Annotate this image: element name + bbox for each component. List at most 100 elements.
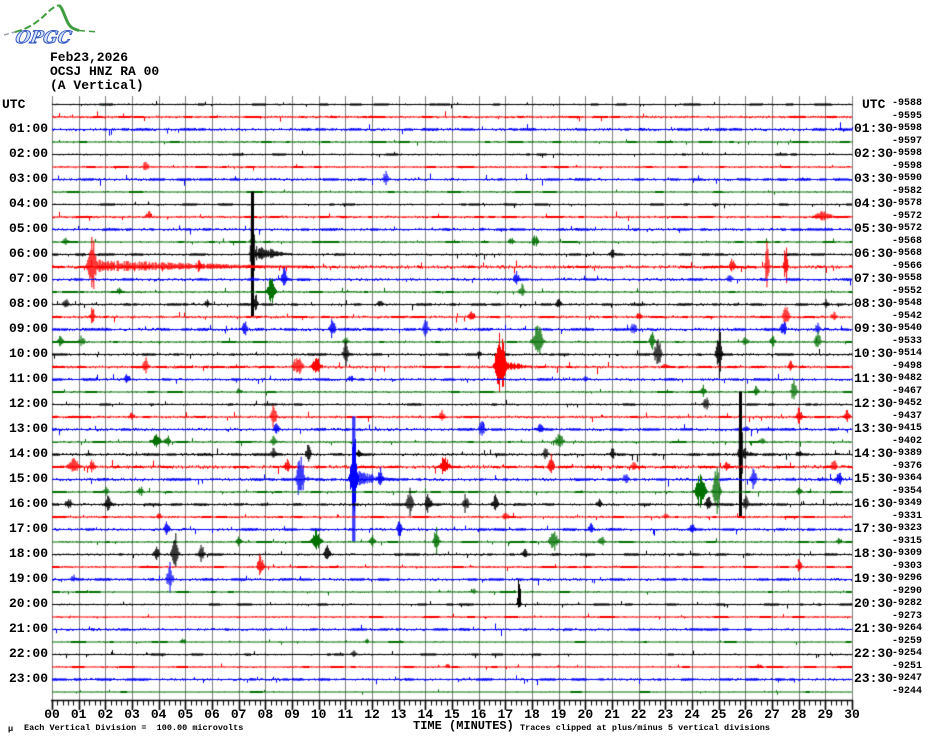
minute-label: 00 [44, 707, 60, 722]
left-hour-label: 23:00 [8, 671, 48, 686]
left-hour-label: 15:00 [8, 471, 48, 486]
left-hour-label: 12:00 [8, 396, 48, 411]
right-offset-number: -9467 [892, 385, 923, 397]
right-hour-label: 18:30 [854, 546, 894, 561]
right-offset-number: -9572 [892, 223, 923, 234]
right-hour-label: 12:30 [854, 396, 894, 411]
right-offset-number: -9548 [892, 298, 923, 309]
minute-label: 17 [497, 707, 514, 722]
left-hour-label: 11:00 [8, 371, 48, 386]
left-hour-label: 13:00 [8, 421, 48, 436]
left-hour-label: 01:00 [8, 121, 48, 136]
left-axis-title: UTC [2, 97, 26, 112]
right-offset-number: -9582 [892, 185, 923, 197]
minute-label: 09 [284, 707, 300, 722]
right-hour-label: 23:30 [854, 671, 894, 686]
left-hour-label: 10:00 [8, 346, 48, 361]
right-axis-title: UTC [862, 97, 886, 112]
right-offset-number: -9437 [892, 410, 923, 422]
right-offset-number: -9331 [892, 510, 923, 522]
left-hour-label: 18:00 [8, 546, 48, 561]
minute-label: 18 [524, 707, 540, 722]
left-hour-label: 08:00 [8, 296, 48, 311]
right-hour-label: 19:30 [854, 571, 894, 586]
time-axis-title: TIME (MINUTES) [413, 719, 514, 733]
right-hour-label: 13:30 [854, 421, 894, 436]
minute-label: 26 [737, 707, 754, 722]
right-offset-number: -9595 [892, 110, 923, 122]
left-hour-label: 17:00 [8, 521, 48, 536]
left-hour-label: 04:00 [8, 196, 48, 211]
right-hour-label: 20:30 [854, 596, 894, 611]
right-hour-label: 06:30 [854, 246, 894, 261]
right-offset-number: -9533 [892, 335, 923, 347]
minute-label: 25 [710, 707, 727, 722]
minute-label: 19 [550, 707, 567, 722]
right-offset-number: -9247 [892, 673, 923, 684]
right-offset-number: -9568 [892, 248, 923, 259]
left-hour-label: 20:00 [8, 596, 48, 611]
right-offset-number: -9259 [892, 635, 923, 647]
right-offset-number: -9282 [892, 598, 923, 609]
right-offset-number: -9315 [892, 535, 923, 547]
right-hour-label: 17:30 [854, 521, 894, 536]
clip-note: Traces clipped at plus/minus 5 vertical … [520, 723, 770, 733]
minute-label: 03 [124, 707, 140, 722]
minute-label: 27 [764, 707, 780, 722]
minute-label: 16 [470, 707, 487, 722]
right-hour-label: 04:30 [854, 196, 894, 211]
right-offset-number: -9251 [892, 660, 923, 672]
left-hour-label: 16:00 [8, 496, 48, 511]
right-offset-number: -9482 [892, 373, 923, 384]
left-hour-label: 07:00 [8, 271, 48, 286]
right-offset-number: -9568 [892, 235, 923, 247]
right-offset-number: -9364 [892, 473, 923, 484]
right-offset-number: -9598 [892, 160, 923, 172]
minute-label: 23 [657, 707, 674, 722]
right-offset-number: -9452 [892, 398, 923, 409]
minute-label: 01 [70, 707, 87, 722]
right-hour-label: 07:30 [854, 271, 894, 286]
left-hour-label: 14:00 [8, 446, 48, 461]
right-offset-number: -9590 [892, 173, 923, 184]
right-hour-label: 15:30 [854, 471, 894, 486]
minute-label: 14 [417, 707, 434, 722]
right-offset-number: -9389 [892, 448, 923, 459]
right-offset-number: -9244 [892, 685, 923, 697]
right-offset-number: -9572 [892, 210, 923, 222]
left-hour-label: 05:00 [8, 221, 48, 236]
minute-label: 22 [630, 707, 647, 722]
minute-label: 10 [310, 707, 327, 722]
right-offset-number: -9264 [892, 623, 923, 634]
left-hour-label: 09:00 [8, 321, 48, 336]
right-offset-number: -9354 [892, 485, 923, 497]
minute-label: 20 [577, 707, 594, 722]
left-hour-label: 03:00 [8, 171, 48, 186]
right-offset-number: -9542 [892, 310, 923, 322]
right-offset-number: -9566 [892, 260, 923, 272]
minute-label: 13 [390, 707, 407, 722]
right-offset-number: -9376 [892, 460, 923, 472]
micro-mark: μ [8, 724, 14, 734]
minute-label: 07 [230, 707, 247, 722]
right-hour-label: 02:30 [854, 146, 894, 161]
right-offset-number: -9578 [892, 198, 923, 209]
right-offset-number: -9558 [892, 273, 923, 284]
right-offset-number: -9303 [892, 560, 923, 572]
right-offset-number: -9588 [892, 98, 923, 109]
minute-label: 24 [684, 707, 700, 722]
right-hour-label: 11:30 [854, 371, 894, 386]
opgc-logo: OPGC [3, 4, 100, 48]
right-hour-label: 14:30 [854, 446, 894, 461]
minute-label: 02 [97, 707, 114, 722]
minute-label: 05 [177, 707, 194, 722]
minute-label: 28 [790, 707, 807, 722]
minute-label: 08 [257, 707, 274, 722]
minute-label: 06 [204, 707, 220, 722]
minute-label: 30 [844, 707, 860, 722]
right-offset-number: -9349 [892, 498, 923, 509]
right-offset-number: -9552 [892, 285, 923, 297]
right-offset-number: -9273 [892, 610, 923, 622]
